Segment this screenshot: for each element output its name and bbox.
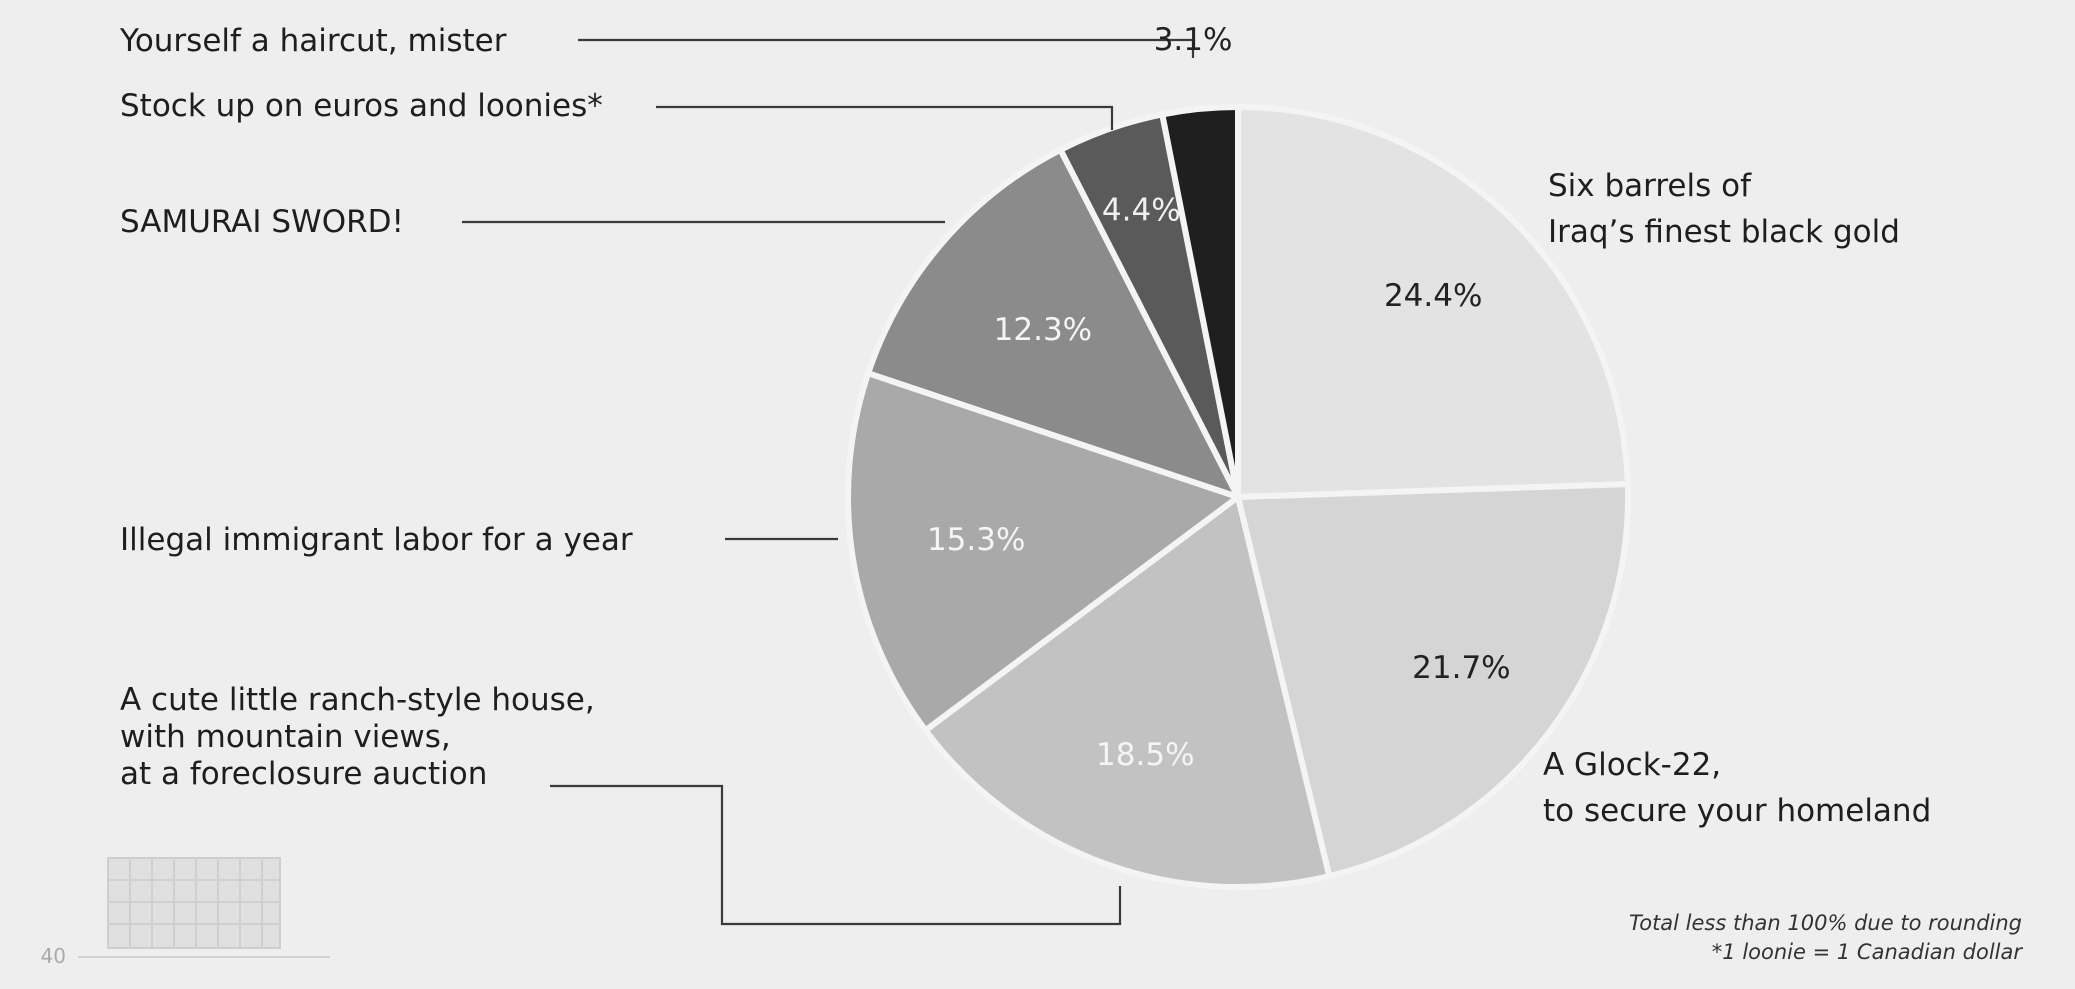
category-label-1: Six barrels of Iraq’s finest black gold [1548, 168, 1900, 250]
category-label-7: Yourself a haircut, mister [119, 23, 507, 59]
notes: Total less than 100% due to rounding *1 … [1629, 911, 2023, 964]
pie-percent-label-5: 12.3% [994, 312, 1092, 348]
pie-percent-label-1: 24.4% [1384, 278, 1482, 314]
leader-line-6 [656, 105, 1114, 130]
category-labels: Six barrels of Iraq’s finest black gold A … [119, 23, 1931, 829]
pie-slice-4 [845, 370, 1241, 734]
pie-percent-label-4: 15.3% [927, 522, 1025, 558]
category-label-3: A cute little ranch-style house, with mou… [120, 682, 595, 792]
percent-labels: 24.4% 21.7% 18.5% 15.3% 12.3% 4.4% 3.1% [927, 22, 1511, 773]
pie-slices [845, 103, 1632, 890]
leader-lines [462, 38, 1195, 926]
category-label-4: Illegal immigrant labor for a year [120, 522, 633, 558]
pie-percent-label-6: 4.4% [1102, 193, 1181, 229]
pie-slice-3 [922, 494, 1333, 890]
leader-line-7 [578, 38, 1195, 58]
category-label-6: Stock up on euros and loonies* [120, 88, 603, 124]
category-label-2: A Glock-22, to secure your homeland [1543, 747, 1931, 829]
pie-slice-1 [1235, 104, 1631, 500]
leader-line-3 [550, 784, 1122, 926]
category-label-5: SAMURAI SWORD! [120, 204, 404, 240]
pie-slice-2 [1235, 481, 1632, 880]
page-number: 40 [41, 944, 66, 968]
pie-percent-label-3: 18.5% [1096, 737, 1194, 773]
pie-slice-5 [865, 146, 1241, 500]
building-icon [107, 857, 281, 949]
loonie-footnote: *1 loonie = 1 Canadian dollar [1712, 940, 2024, 964]
pie-slice-7 [1159, 103, 1241, 500]
pie-percent-label-7: 3.1% [1154, 22, 1233, 58]
rounding-note: Total less than 100% due to rounding [1629, 911, 2022, 935]
pie-percent-label-2: 21.7% [1412, 650, 1510, 686]
